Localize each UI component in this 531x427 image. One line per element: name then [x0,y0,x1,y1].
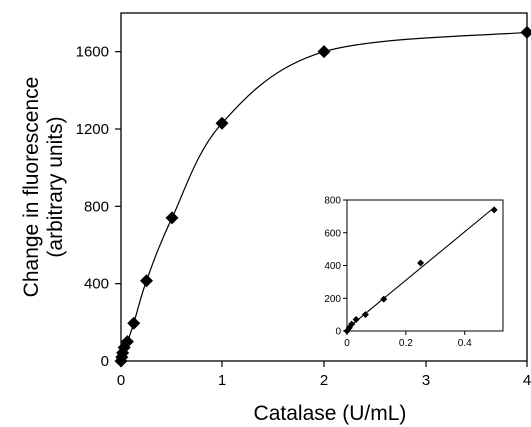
inset-data-point [352,316,360,324]
x-axis-label: Catalase (U/mL) [254,402,407,425]
data-point [520,25,531,39]
y-tick-label: 400 [84,276,109,293]
y-tick-label: 1200 [76,121,109,138]
inset-data-point [417,259,425,267]
data-point [317,45,331,59]
inset-data-point [380,295,388,303]
inset-x-tick-label: 0.2 [399,338,413,349]
inset-data-point [348,320,356,328]
x-tick-label: 3 [422,372,430,389]
inset-y-tick-label: 400 [324,261,341,272]
inset-fit-line [346,207,495,330]
x-tick-label: 0 [117,372,125,389]
x-tick-label: 2 [320,372,328,389]
inset-plot: 0 0.2 0.4 0 200 400 600 800 [324,196,504,350]
inset-data-points [343,206,498,335]
data-point [140,274,153,288]
inset-ticks: 0 0.2 0.4 0 200 400 600 800 [324,196,472,350]
y-tick-label: 800 [84,198,109,215]
main-ticks: 0 1 2 3 4 0 400 800 1200 1600 [76,44,531,389]
inset-x-tick-label: 0 [344,338,350,349]
y-tick-label: 1600 [76,44,109,61]
inset-data-point [490,206,498,214]
data-point [215,116,229,130]
main-data-points [114,25,531,368]
y-tick-label: 0 [101,353,109,370]
data-point [165,211,179,225]
data-point [120,335,134,349]
main-plot: 0 1 2 3 4 0 400 800 1200 1600 [76,12,531,389]
inset-y-tick-label: 800 [324,196,341,207]
data-point [127,316,141,330]
inset-x-tick-label: 0.4 [458,338,472,349]
y-axis-label-units: (arbitrary units) [44,116,67,257]
x-tick-label: 4 [523,372,531,389]
inset-y-tick-label: 0 [335,327,341,338]
inset-y-tick-label: 600 [324,228,341,239]
y-axis-label: Change in fluorescence [20,77,43,298]
inset-data-point [361,311,369,319]
inset-y-tick-label: 200 [324,294,341,305]
x-tick-label: 1 [218,372,226,389]
